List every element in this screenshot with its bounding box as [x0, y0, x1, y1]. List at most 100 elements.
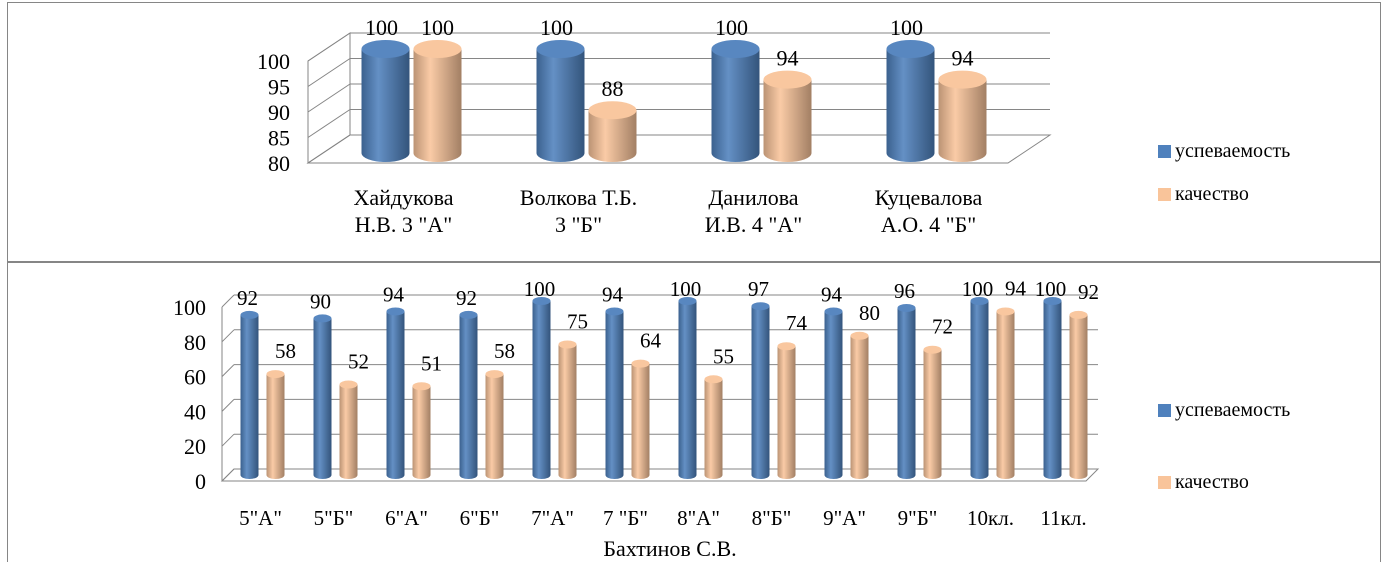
gridline-side — [221, 329, 235, 343]
x-tick-label: Хайдукова — [353, 185, 453, 210]
bar-0-2 — [386, 307, 405, 479]
bar-1-8-top — [850, 331, 869, 340]
data-label: 96 — [894, 279, 915, 303]
bar-1-4 — [558, 340, 577, 479]
x-tick-label: 6"А" — [385, 506, 428, 530]
x-tick-label: И.В. 4 "А" — [705, 212, 802, 237]
bar-0-10-body — [970, 301, 989, 479]
data-label: 94 — [602, 282, 624, 306]
bar-0-3-body — [886, 49, 935, 162]
bar-1-2 — [763, 70, 812, 162]
data-label: 52 — [348, 350, 369, 374]
bar-1-3-top — [938, 70, 987, 89]
bar-0-3-top — [459, 310, 478, 319]
bar-1-8 — [850, 331, 869, 479]
gridline-side — [307, 109, 351, 138]
bar-0-0-top — [240, 310, 259, 319]
x-tick-label: Куцевалова — [875, 185, 983, 210]
bar-1-10-top — [996, 307, 1015, 316]
y-tick-label: 100 — [257, 49, 290, 74]
data-label: 92 — [1078, 280, 1099, 304]
bar-1-0 — [413, 40, 462, 162]
bar-1-2-body — [412, 386, 431, 479]
y-tick-label: 60 — [184, 365, 206, 390]
bar-0-3 — [886, 40, 935, 162]
data-label: 58 — [275, 339, 296, 363]
bar-0-4 — [532, 297, 551, 479]
bar-0-4-top — [532, 297, 551, 305]
data-label: 51 — [421, 351, 442, 375]
bar-1-7 — [777, 342, 796, 479]
x-tick-label: Данилова — [708, 185, 798, 210]
bar-1-9 — [923, 345, 942, 479]
bar-1-7-top — [777, 342, 796, 351]
bar-1-10 — [996, 307, 1015, 479]
bar-0-5-top — [605, 307, 624, 316]
data-label: 75 — [567, 310, 588, 334]
bar-1-0 — [266, 370, 285, 479]
bar-1-1-body — [339, 384, 358, 479]
bar-0-6-top — [678, 297, 697, 305]
data-label: 92 — [456, 286, 477, 310]
bar-1-5-top — [631, 359, 650, 368]
legend-label: качество — [1175, 183, 1249, 205]
data-label: 100 — [962, 277, 994, 301]
gridline-side — [221, 294, 235, 308]
bar-0-6-body — [678, 301, 697, 479]
bar-1-0-top — [266, 370, 285, 379]
bar-1-7-body — [777, 346, 796, 479]
y-tick-label: 20 — [184, 434, 206, 459]
bar-1-1 — [588, 101, 637, 162]
data-label: 94 — [821, 282, 843, 306]
bar-1-0-body — [413, 49, 462, 162]
bar-1-11 — [1069, 310, 1088, 479]
bar-0-8-body — [824, 311, 843, 479]
bar-0-5 — [605, 307, 624, 479]
bar-0-1-top — [313, 314, 332, 323]
gridline-side — [307, 83, 351, 113]
y-tick-label: 85 — [268, 126, 290, 151]
data-label: 100 — [670, 277, 702, 301]
data-label: 92 — [237, 286, 258, 310]
x-axis-title: Бахтинов С.В. — [603, 536, 736, 561]
bar-0-2-top — [386, 307, 405, 316]
x-tick-label: Волкова Т.Б. — [520, 185, 637, 210]
bar-0-3-top — [886, 40, 935, 58]
x-tick-label: 6"Б" — [460, 506, 500, 530]
bar-0-8 — [824, 307, 843, 479]
data-label: 58 — [494, 339, 515, 363]
bar-0-5-body — [605, 311, 624, 479]
x-tick-label: 10кл. — [967, 506, 1014, 530]
gridline-side — [221, 364, 235, 377]
data-label: 100 — [421, 15, 454, 40]
bar-0-9-top — [897, 303, 916, 312]
bar-0-9 — [897, 303, 916, 479]
chart-classes: 0 20 40 60 80 100 92 58 5"А" 90 52 5"Б" 94 51 6"А" 92 58… — [173, 276, 1290, 561]
bar-0-11 — [1043, 297, 1062, 479]
data-label: 94 — [777, 46, 799, 71]
x-tick-label: 9"Б" — [898, 506, 938, 530]
bar-1-5-body — [631, 363, 650, 479]
bar-1-6 — [704, 375, 723, 479]
bar-1-1-body — [588, 110, 637, 162]
data-label: 88 — [602, 76, 624, 101]
bar-0-3-body — [459, 314, 478, 479]
bar-0-8-top — [824, 307, 843, 316]
gridline-side — [221, 468, 235, 482]
x-tick-label: 3 "Б" — [555, 212, 602, 237]
data-label: 72 — [932, 315, 953, 339]
y-tick-label: 80 — [268, 151, 290, 176]
data-label: 55 — [713, 344, 734, 368]
bar-1-2-top — [763, 70, 812, 89]
x-tick-label: Н.В. 3 "А" — [355, 212, 452, 237]
x-tick-label: 8"А" — [677, 506, 720, 530]
legend-label: успеваемость — [1175, 140, 1290, 162]
bar-1-0-body — [266, 374, 285, 479]
gridline-side — [307, 32, 351, 62]
bar-0-1-body — [313, 318, 332, 479]
x-tick-label: 7"А" — [531, 506, 574, 530]
bar-0-7-body — [751, 306, 770, 479]
legend-swatch — [1158, 188, 1171, 201]
gridline-side — [307, 134, 351, 164]
